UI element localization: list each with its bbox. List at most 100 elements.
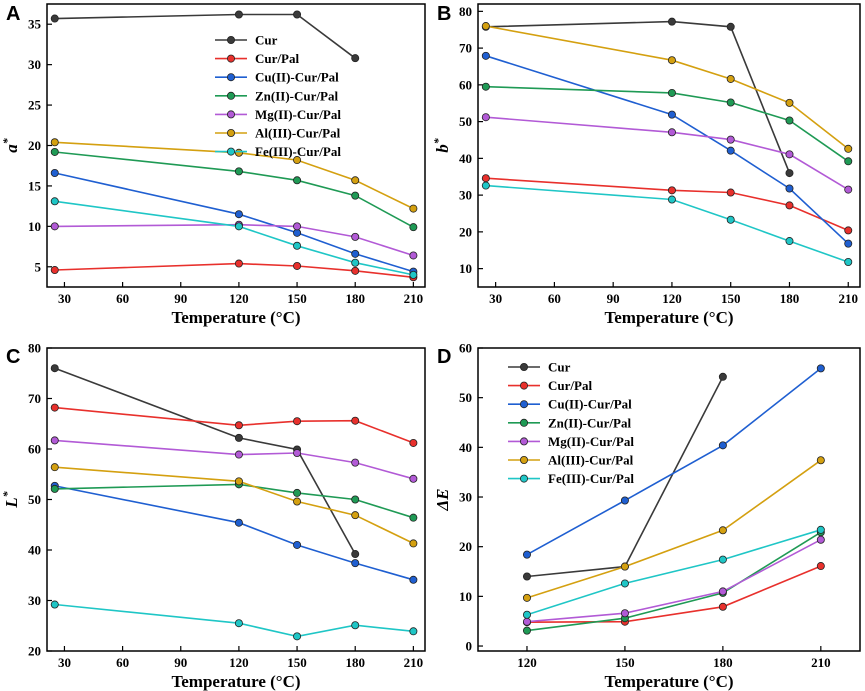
series-mg-ii-cur-pal <box>50 436 418 483</box>
data-point <box>234 477 243 486</box>
data-point <box>620 496 629 505</box>
legend-marker <box>226 54 235 63</box>
series-al-iii-cur-pal <box>50 138 418 213</box>
data-point <box>718 372 727 381</box>
series-cu-ii-cur-pal <box>50 481 418 584</box>
x-tick-label: 60 <box>116 655 129 670</box>
data-point <box>620 579 629 588</box>
data-point <box>409 474 418 483</box>
data-point <box>409 513 418 522</box>
data-point <box>816 525 825 534</box>
data-point <box>234 518 243 527</box>
legend-marker <box>520 418 529 427</box>
legend-marker <box>226 147 235 156</box>
data-point <box>351 511 360 520</box>
data-point <box>409 438 418 447</box>
data-point <box>50 436 59 445</box>
y-tick-label: 30 <box>28 593 41 608</box>
data-point <box>409 223 418 232</box>
data-point <box>50 168 59 177</box>
series-line <box>526 538 822 623</box>
series-line <box>485 85 849 162</box>
data-point <box>351 191 360 200</box>
data-point <box>234 10 243 19</box>
series-line <box>54 483 414 519</box>
data-point <box>409 627 418 636</box>
series-mg-ii-cur-pal <box>481 113 853 194</box>
x-tick-label: 120 <box>517 655 537 670</box>
legend-entry: Cur/Pal <box>255 51 299 66</box>
series-line <box>526 459 822 599</box>
x-tick-label: 180 <box>345 655 365 670</box>
data-point <box>351 266 360 275</box>
x-tick-label: 30 <box>58 655 71 670</box>
y-tick-label: 5 <box>35 259 42 274</box>
y-tick-label: 80 <box>459 4 472 19</box>
data-point <box>816 456 825 465</box>
data-point <box>351 176 360 185</box>
data-point <box>726 215 735 224</box>
data-point <box>293 261 302 270</box>
data-point <box>234 433 243 442</box>
data-point <box>522 617 531 626</box>
data-point <box>293 241 302 250</box>
data-point <box>234 619 243 628</box>
panel-c: C 30 60 90 120 150 180 210 20 30 40 50 60 70 80 Tempera… <box>0 341 426 691</box>
y-tick-label: 60 <box>459 77 472 92</box>
data-point <box>351 232 360 241</box>
y-axis-label: b* <box>431 137 452 153</box>
data-point <box>667 128 676 137</box>
data-point <box>667 56 676 65</box>
y-tick-label: 60 <box>28 442 41 457</box>
panel-letter: C <box>6 346 20 368</box>
x-tick-label: 90 <box>174 655 187 670</box>
data-point <box>667 186 676 195</box>
panel-letter: A <box>6 3 20 25</box>
plot-frame <box>477 347 861 652</box>
data-point <box>816 562 825 571</box>
data-point <box>351 54 360 63</box>
series-cur <box>481 17 794 178</box>
y-tick-label: 35 <box>28 17 42 32</box>
data-point <box>234 222 243 231</box>
data-point <box>785 150 794 159</box>
legend-marker <box>226 128 235 137</box>
panel-b: B 30 60 90 120 150 180 210 10 20 30 40 50 60 70 80 Tempe… <box>431 3 861 327</box>
y-axis-label: ΔE <box>433 489 452 512</box>
series-fe-iii-cur-pal <box>522 525 825 619</box>
x-tick-label: 90 <box>174 291 187 306</box>
panel-letter: B <box>437 3 451 25</box>
data-point <box>718 526 727 535</box>
y-tick-label: 50 <box>459 114 472 129</box>
x-axis-label: Temperature (°C) <box>171 672 300 691</box>
series-line <box>485 184 849 263</box>
y-tick-label: 30 <box>28 57 41 72</box>
legend-entry: Al(III)-Cur/Pal <box>548 453 634 468</box>
data-point <box>726 22 735 31</box>
series-fe-iii-cur-pal <box>50 600 418 641</box>
legend-marker <box>520 437 529 446</box>
data-point <box>718 441 727 450</box>
plot-frame <box>477 3 861 288</box>
series-line <box>485 177 849 232</box>
y-tick-label: 40 <box>459 151 472 166</box>
data-point <box>522 610 531 619</box>
series-zn-ii-cur-pal <box>481 82 853 166</box>
data-point <box>351 550 360 559</box>
y-tick-label: 70 <box>459 41 472 56</box>
series-line <box>54 466 414 545</box>
data-point <box>522 572 531 581</box>
y-tick-label: 30 <box>459 188 472 203</box>
x-tick-label: 210 <box>404 291 424 306</box>
x-axis-label: Temperature (°C) <box>604 672 733 691</box>
series-cur <box>50 10 360 63</box>
x-axis-label: Temperature (°C) <box>604 308 733 327</box>
y-tick-label: 50 <box>459 390 472 405</box>
series-cu-ii-cur-pal <box>481 51 853 248</box>
data-point <box>620 562 629 571</box>
legend-marker <box>520 381 529 390</box>
data-point <box>844 226 853 235</box>
y-tick-label: 30 <box>459 490 472 505</box>
legend-entry: Cur/Pal <box>548 378 592 393</box>
